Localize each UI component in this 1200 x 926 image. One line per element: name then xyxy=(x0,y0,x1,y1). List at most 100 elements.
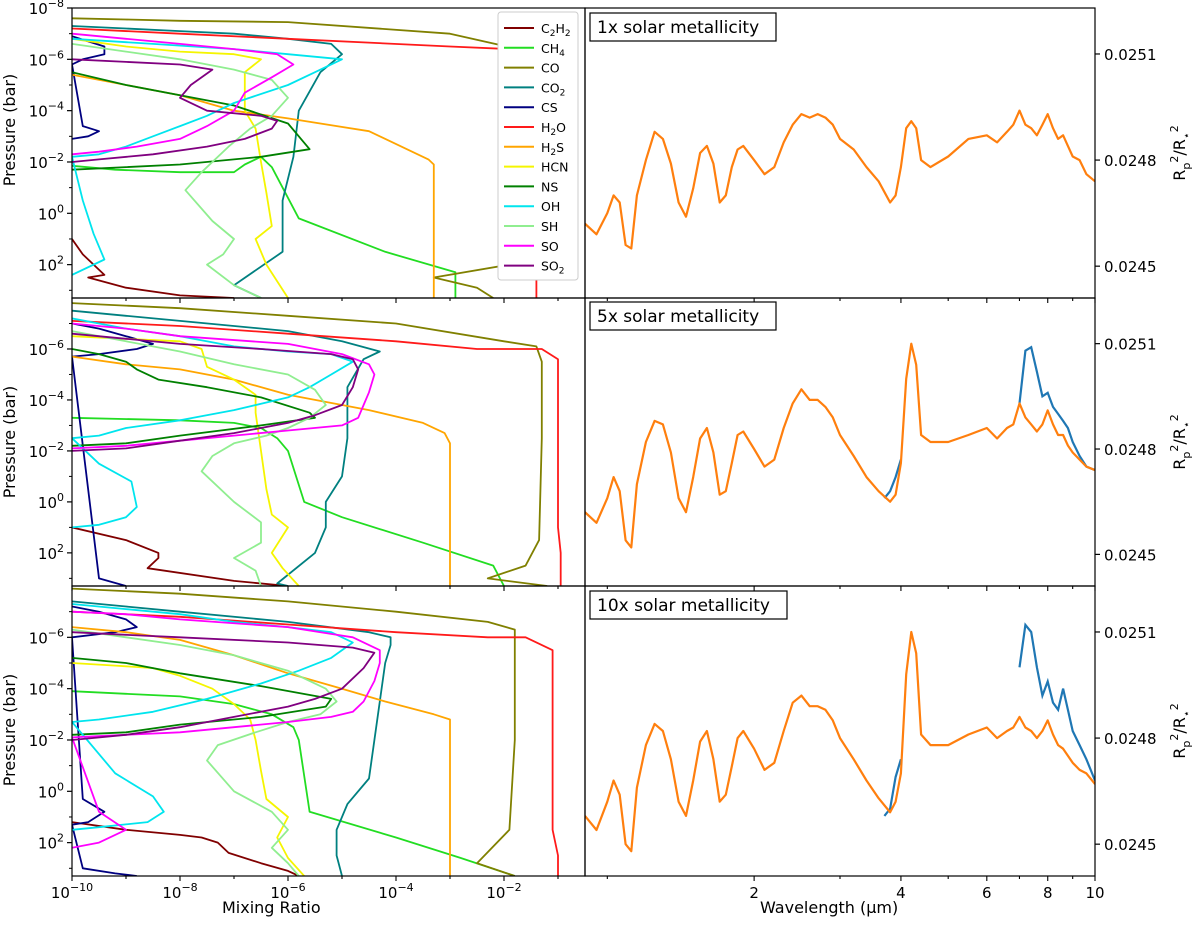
right-x-tick-label: 8 xyxy=(1043,884,1053,902)
profile-line-co-5x xyxy=(72,302,548,586)
profile-line-c2h2-1x xyxy=(72,238,235,298)
spectrum-blue-line-5x-1 xyxy=(1018,345,1095,472)
profile-line-ch4-10x xyxy=(72,690,516,876)
profile-line-oh-5x xyxy=(72,317,354,529)
panel-title-5x-text: 5x solar metallicity xyxy=(597,307,759,327)
right-y-axis-label-10x: Rp2/R⋆2 xyxy=(1168,703,1193,759)
right-y-tick-label: 0.0251 xyxy=(1104,624,1157,642)
left-y-axis-label-1: Pressure (bar) xyxy=(0,74,19,186)
legend-label-h2s: H2S xyxy=(541,140,564,158)
y-tick-label: 102 xyxy=(38,254,64,275)
right-y-tick-label: 0.0245 xyxy=(1104,836,1157,854)
profile-line-co-10x xyxy=(72,587,516,876)
spectrum-orange-line-10x xyxy=(585,630,1095,853)
profile-line-so2-1x xyxy=(72,58,279,163)
panel-title-1x: 1x solar metallicity xyxy=(589,12,777,42)
profile-line-so-5x xyxy=(72,322,376,450)
right-x-axis-label: Wavelength (μm) xyxy=(760,898,898,917)
legend-label-co2: CO2 xyxy=(541,80,565,98)
legend-label-oh: OH xyxy=(541,199,560,214)
profile-line-cs-1x xyxy=(72,35,106,140)
right-y-tick-label: 0.0248 xyxy=(1104,730,1157,748)
profile-line-oh-1x xyxy=(72,37,343,276)
y-tick-label: 10−4 xyxy=(29,678,64,699)
left-y-axis-label-2: Pressure (bar) xyxy=(0,386,19,498)
profile-line-sh-5x xyxy=(72,330,327,586)
profile-line-h2s-5x xyxy=(72,355,451,586)
panel-title-10x: 10x solar metallicity xyxy=(589,590,788,620)
panel-title-5x: 5x solar metallicity xyxy=(589,301,777,331)
profile-line-so-1x xyxy=(72,32,295,156)
profile-panel-1x xyxy=(72,17,538,298)
profile-line-ns-5x xyxy=(72,348,316,447)
spectrum-blue-line-5x-0 xyxy=(883,459,902,499)
profile-panel-5x xyxy=(72,302,562,586)
y-tick-label: 102 xyxy=(38,832,64,853)
left-x-axis-label: Mixing Ratio xyxy=(222,898,321,917)
right-x-tick-label: 10 xyxy=(1085,884,1104,902)
spectrum-frame-5x xyxy=(584,297,1096,587)
spectrum-panel-1x xyxy=(585,109,1095,250)
y-tick-label: 10−6 xyxy=(29,626,64,647)
right-y-tick-label: 0.0248 xyxy=(1104,441,1157,459)
y-tick-label: 100 xyxy=(38,780,64,801)
legend-label-ns: NS xyxy=(541,179,558,194)
profile-line-ns-10x xyxy=(72,657,333,736)
legend: C2H2 CH4 CO CO2 CS H2O H2S HCN NS OH SH SO SO2 xyxy=(497,11,579,281)
legend-label-c2h2: C2H2 xyxy=(541,21,571,39)
right-x-tick-label: 2 xyxy=(749,884,759,902)
profile-line-h2o-10x xyxy=(72,610,559,876)
spectrum-orange-line-5x xyxy=(585,342,1095,549)
profile-panel-10x xyxy=(72,587,559,876)
legend-label-h2o: H2O xyxy=(541,120,566,138)
profile-line-so2-5x xyxy=(72,332,360,452)
y-tick-label: 100 xyxy=(38,202,64,223)
profile-line-sh-10x xyxy=(72,628,338,876)
legend-label-hcn: HCN xyxy=(541,160,568,175)
right-y-axis-label-1x: Rp2/R⋆2 xyxy=(1168,125,1193,181)
spectrum-frame-1x xyxy=(584,7,1096,299)
profile-line-h2o-1x xyxy=(72,27,538,298)
legend-label-so2: SO2 xyxy=(541,259,565,277)
right-y-tick-label: 0.0248 xyxy=(1104,152,1157,170)
right-y-tick-label: 0.0245 xyxy=(1104,258,1157,276)
y-tick-label: 102 xyxy=(38,542,64,563)
spectrum-panel-5x xyxy=(585,342,1095,549)
x-tick-label: 10−10 xyxy=(51,881,93,902)
profile-line-co2-1x xyxy=(72,25,343,298)
panel-title-1x-text: 1x solar metallicity xyxy=(597,18,759,38)
spectrum-blue-line-10x-0 xyxy=(883,758,902,817)
profile-line-ch4-5x xyxy=(72,416,505,586)
left-y-axis-label-3: Pressure (bar) xyxy=(0,674,19,786)
profile-line-so2-10x xyxy=(72,631,376,741)
y-tick-label: 10−2 xyxy=(29,729,64,750)
panel-title-10x-text: 10x solar metallicity xyxy=(597,596,770,616)
y-tick-label: 10−4 xyxy=(29,100,64,121)
profile-line-oh-10x xyxy=(72,603,354,831)
y-tick-label: 10−2 xyxy=(29,440,64,461)
right-y-tick-label: 0.0251 xyxy=(1104,336,1157,354)
y-tick-label: 10−2 xyxy=(29,151,64,172)
right-x-tick-label: 6 xyxy=(982,884,992,902)
profile-line-sh-1x xyxy=(72,43,289,298)
legend-label-cs: CS xyxy=(541,100,558,115)
profile-line-so-10x xyxy=(72,610,381,849)
profile-line-h2s-10x xyxy=(72,626,451,876)
profile-line-hcn-1x xyxy=(72,37,289,298)
spectrum-blue-line-10x-1 xyxy=(1018,622,1095,781)
profile-line-cs-5x xyxy=(72,322,154,586)
x-tick-label: 10−8 xyxy=(162,881,197,902)
right-y-tick-label: 0.0245 xyxy=(1104,546,1157,564)
profile-line-hcn-10x xyxy=(72,662,305,876)
profile-line-co2-5x xyxy=(72,309,381,586)
profile-line-c2h2-10x xyxy=(72,821,300,876)
right-y-axis-label-5x: Rp2/R⋆2 xyxy=(1168,414,1193,470)
profile-line-ns-1x xyxy=(72,71,311,171)
profile-line-h2o-5x xyxy=(72,320,562,586)
x-tick-label: 10−4 xyxy=(378,881,413,902)
spectrum-panel-10x xyxy=(585,622,1095,853)
legend-label-sh: SH xyxy=(541,219,558,234)
profile-line-h2s-1x xyxy=(72,73,435,298)
